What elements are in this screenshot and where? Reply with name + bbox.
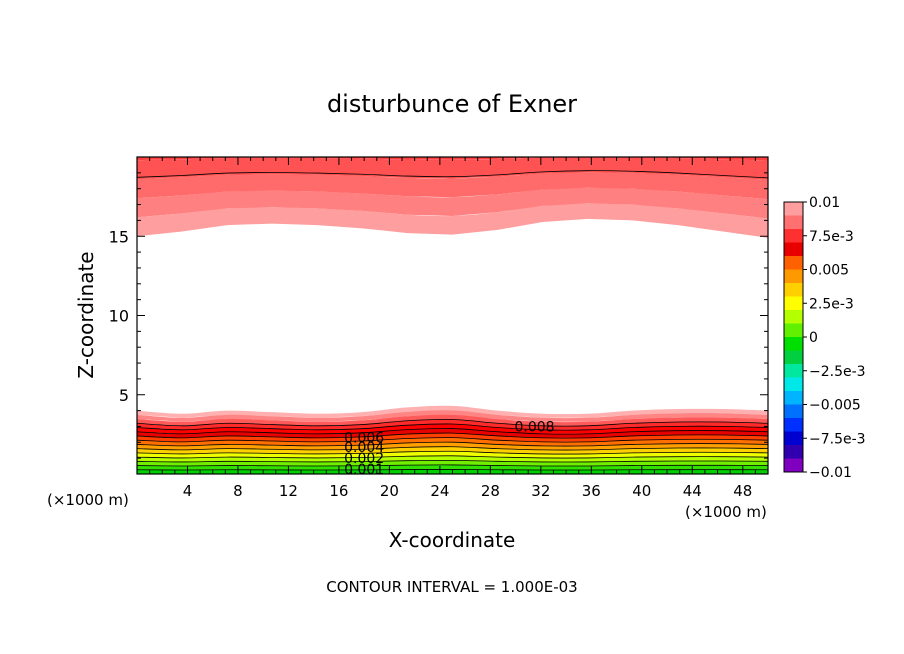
colorbar-swatch bbox=[784, 283, 803, 297]
y-tick-label: 10 bbox=[109, 307, 129, 326]
x-tick-label: 8 bbox=[233, 482, 243, 500]
x-tick-label: 28 bbox=[481, 482, 500, 500]
contour-label: 0.001 bbox=[344, 462, 384, 478]
colorbar-swatch bbox=[784, 418, 803, 432]
colorbar-label: −0.01 bbox=[809, 465, 852, 481]
contour-lines bbox=[137, 170, 768, 471]
x-tick-label: 44 bbox=[683, 482, 702, 500]
contour-interval-note: CONTOUR INTERVAL = 1.000E-03 bbox=[326, 578, 577, 596]
colorbar-label: 2.5e-3 bbox=[809, 296, 854, 312]
contour-line bbox=[137, 432, 768, 439]
colorbar-swatch bbox=[784, 242, 803, 257]
contour-line bbox=[137, 437, 768, 443]
y-tick-label: 5 bbox=[119, 386, 129, 405]
lower-band-fill bbox=[137, 437, 768, 446]
x-tick-label: 16 bbox=[329, 482, 348, 500]
colorbar-swatch bbox=[784, 256, 803, 270]
colorbar-swatch bbox=[784, 202, 803, 216]
colorbar-swatch bbox=[784, 269, 803, 284]
x-unit-label-right: (×1000 m) bbox=[685, 503, 767, 521]
lower-band-fill bbox=[137, 446, 768, 454]
lower-band-fill bbox=[137, 428, 768, 438]
y-axis-tick-labels: 5 10 15 bbox=[109, 227, 129, 405]
contour-line bbox=[137, 469, 768, 471]
contour-label: 0.006 bbox=[344, 431, 384, 447]
axis-ticks bbox=[137, 157, 768, 474]
lower-band-fill bbox=[137, 451, 768, 458]
contour-line bbox=[137, 450, 768, 455]
upper-band-fill bbox=[137, 157, 768, 180]
colorbar-swatch bbox=[784, 337, 803, 351]
x-tick-label: 12 bbox=[279, 482, 298, 500]
y-axis-label: Z-coordinate bbox=[74, 251, 98, 378]
contour-label: 0.008 bbox=[514, 419, 554, 435]
colorbar-label: 7.5e-3 bbox=[809, 229, 854, 245]
colorbar-swatch bbox=[784, 364, 803, 378]
lower-band-fill bbox=[137, 419, 768, 430]
contour-line bbox=[137, 423, 768, 431]
colorbar-label: 0.005 bbox=[809, 263, 849, 279]
colorbar-swatch bbox=[784, 323, 803, 338]
x-tick-label: 48 bbox=[733, 482, 752, 500]
colorbar-swatch bbox=[784, 229, 803, 243]
x-tick-label: 4 bbox=[183, 482, 193, 500]
colorbar-label: −0.005 bbox=[809, 398, 861, 414]
lower-band-fill bbox=[137, 423, 768, 434]
contour-line bbox=[137, 170, 768, 179]
contour-line bbox=[137, 446, 768, 451]
colorbar-swatch bbox=[784, 296, 803, 311]
contour-label: 0.004 bbox=[344, 440, 384, 456]
x-tick-label: 40 bbox=[632, 482, 651, 500]
upper-band-fill bbox=[137, 172, 768, 200]
chart-title: disturbunce of Exner bbox=[327, 90, 577, 118]
colorbar-label: −7.5e-3 bbox=[809, 431, 866, 447]
contour-fill bbox=[137, 157, 768, 474]
colorbar bbox=[783, 201, 807, 473]
lower-band-fill bbox=[137, 405, 768, 418]
contour-line bbox=[137, 455, 768, 459]
upper-band-fill bbox=[137, 187, 768, 219]
x-tick-label: 20 bbox=[380, 482, 399, 500]
x-axis-label: X-coordinate bbox=[389, 528, 516, 552]
lower-band-fill bbox=[137, 442, 768, 450]
colorbar-swatch bbox=[784, 445, 803, 459]
colorbar-swatch bbox=[784, 310, 803, 324]
x-axis-tick-labels: 4 8 12 16 20 24 28 32 36 40 44 48 bbox=[183, 482, 753, 500]
contour-line bbox=[137, 418, 768, 427]
colorbar-swatch bbox=[784, 377, 803, 392]
lower-band-fill bbox=[137, 455, 768, 462]
colorbar-swatch bbox=[784, 215, 803, 230]
lower-band-fill bbox=[137, 414, 768, 426]
colorbar-label: 0 bbox=[809, 330, 818, 346]
contour-label: 0.002 bbox=[344, 451, 384, 467]
x-tick-label: 24 bbox=[430, 482, 449, 500]
colorbar-label: 0.01 bbox=[809, 195, 840, 211]
colorbar-labels: 0.01 7.5e-3 0.005 2.5e-3 0 −2.5e-3 −0.005 −7.5e… bbox=[809, 195, 866, 481]
colorbar-swatch bbox=[784, 391, 803, 405]
upper-band-fill bbox=[137, 203, 768, 238]
contour-line bbox=[137, 428, 768, 435]
x-tick-label: 36 bbox=[582, 482, 601, 500]
colorbar-label: −2.5e-3 bbox=[809, 364, 866, 380]
contour-line bbox=[137, 441, 768, 447]
lower-band-fill bbox=[137, 410, 768, 422]
x-unit-label-left: (×1000 m) bbox=[47, 491, 129, 509]
contour-line bbox=[137, 464, 768, 467]
y-tick-label: 15 bbox=[109, 227, 129, 246]
colorbar-swatch bbox=[784, 350, 803, 365]
contour-line bbox=[137, 459, 768, 463]
colorbar-swatch bbox=[784, 404, 803, 419]
colorbar-swatch bbox=[784, 431, 803, 446]
colorbar-swatch bbox=[784, 458, 803, 473]
x-tick-label: 32 bbox=[531, 482, 550, 500]
